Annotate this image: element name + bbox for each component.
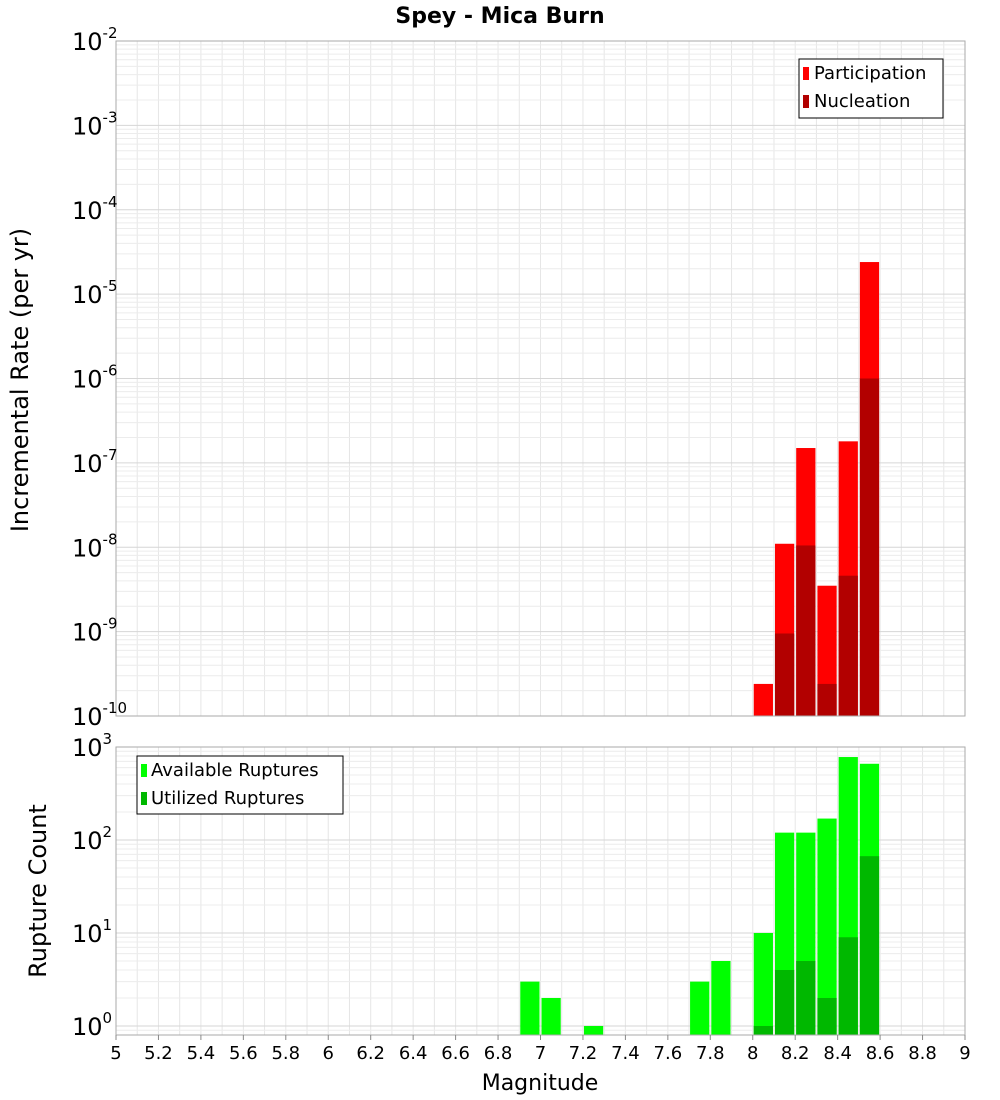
top-bar-nucleation [838,575,858,716]
bottom-bar-available-ruptures [583,1025,604,1035]
bottom-bar-utilized-ruptures [859,856,880,1035]
x-tick-label: 8 [747,1043,758,1064]
x-tick-label: 7.6 [654,1043,683,1064]
top-y-tick-label: 10-4 [72,193,118,225]
legend-swatch-nucleation [803,95,809,108]
x-axis-label: Magnitude [482,1071,599,1096]
bottom-bar-utilized-ruptures [817,997,837,1035]
bottom-bar-available-ruptures [520,981,540,1035]
x-tick-label: 5.8 [271,1043,300,1064]
top-legend: Participation Nucleation [798,58,944,119]
bottom-bar-available-ruptures [690,981,710,1035]
x-tick-label: 6.8 [484,1043,513,1064]
x-tick-label: 5.4 [187,1043,216,1064]
x-tick-label: 5.2 [144,1043,173,1064]
top-bar-nucleation [796,545,816,716]
top-grid [115,41,966,717]
bottom-legend-box [136,755,344,815]
top-y-tick-label: 10-5 [72,277,118,309]
x-tick-label: 7.4 [611,1043,640,1064]
x-tick-label: 5.6 [229,1043,258,1064]
top-y-tick-label: 10-3 [72,108,118,140]
bottom-y-axis-label: Rupture Count [24,804,52,978]
top-bar-nucleation [774,633,795,716]
top-bar-nucleation [817,683,837,716]
top-panel: 10-2 10-3 10-4 10-5 10-6 10-7 10-8 10-9 10-10 In… [6,24,966,731]
legend-swatch-available [141,764,147,777]
bottom-bar-available-ruptures [817,818,837,1035]
top-bar-nucleation [859,378,880,716]
bottom-y-tick-label: 101 [72,916,112,948]
top-y-tick-label: 10-9 [72,615,118,647]
x-tick-label: 6 [323,1043,334,1064]
top-y-tick-label: 10-7 [72,446,118,478]
legend-label-nucleation: Nucleation [814,91,910,112]
bottom-bar-utilized-ruptures [753,1025,773,1035]
bottom-y-tick-label: 100 [72,1009,112,1041]
bottom-bar-available-ruptures [753,932,773,1035]
bottom-bar-utilized-ruptures [796,960,816,1035]
chart-title: Spey - Mica Burn [395,4,604,29]
top-y-ticks: 10-2 10-3 10-4 10-5 10-6 10-7 10-8 10-9 10-10 [72,24,127,731]
bottom-panel: 103 102 101 100 5 5.2 5.4 5.6 5.8 6 6.2 6.4 6.6 6.8 7… [24,730,971,1096]
top-y-tick-label: 10-6 [72,362,118,394]
top-bars [753,262,880,716]
bottom-y-tick-label: 102 [72,823,112,855]
bottom-bar-available-ruptures [711,960,731,1035]
x-tick-label: 6.6 [441,1043,470,1064]
legend-swatch-utilized [141,792,147,805]
bottom-x-ticks: 5 5.2 5.4 5.6 5.8 6 6.2 6.4 6.6 6.8 7 7.2 7.4 7.6 7.8 8… [110,1035,971,1064]
x-tick-label: 8.6 [866,1043,895,1064]
top-bar-participation [753,683,773,716]
legend-label-utilized: Utilized Ruptures [151,788,304,809]
top-y-axis-label: Incremental Rate (per yr) [6,228,34,532]
bottom-bar-available-ruptures [541,997,561,1035]
x-tick-label: 6.2 [356,1043,385,1064]
x-tick-label: 6.4 [399,1043,428,1064]
legend-label-participation: Participation [814,63,926,84]
bottom-y-ticks: 103 102 101 100 [72,730,112,1041]
top-y-tick-label: 10-10 [72,699,127,731]
top-plot-border [115,40,966,717]
legend-label-available: Available Ruptures [151,760,319,781]
legend-swatch-participation [803,67,809,80]
x-tick-label: 7.8 [696,1043,725,1064]
x-tick-label: 8.8 [908,1043,937,1064]
bottom-bar-utilized-ruptures [838,937,858,1035]
x-tick-label: 7 [535,1043,546,1064]
top-bar-participation [817,585,837,716]
x-tick-label: 5 [110,1043,121,1064]
bottom-y-tick-label: 103 [72,730,112,762]
x-tick-label: 9 [959,1043,970,1064]
top-y-tick-label: 10-8 [72,530,118,562]
x-tick-label: 8.4 [823,1043,852,1064]
top-legend-box [798,58,944,119]
bottom-bars [520,757,880,1035]
top-y-tick-label: 10-2 [72,24,118,56]
x-tick-label: 7.2 [569,1043,598,1064]
x-tick-label: 8.2 [781,1043,810,1064]
bottom-bar-utilized-ruptures [774,969,795,1035]
bottom-legend: Available Ruptures Utilized Ruptures [136,755,344,815]
